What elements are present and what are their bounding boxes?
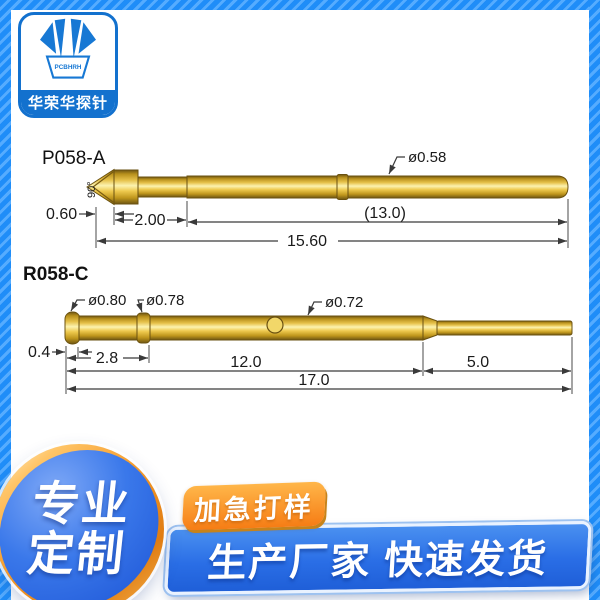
brand-name: 华荣华探针 — [21, 90, 115, 115]
dim-tail: 5.0 — [467, 354, 489, 371]
tip-angle-label: 90° — [86, 181, 98, 198]
brand-logo: PCBHRH 华荣华探针 — [18, 12, 118, 118]
dia-tube-label: ø0.72 — [325, 294, 363, 311]
promo-banner: 生产厂家 快速发货 — [164, 521, 592, 595]
model-label-r058c: R058-C — [23, 264, 89, 285]
stripe-border-top — [0, 0, 600, 10]
diameter-label-p058a: ø0.58 — [408, 149, 446, 166]
dim-total-r: 17.0 — [298, 372, 329, 389]
drawing-p058a: P058-A 90° ø0.58 0.60 2.00 (13.0) — [42, 148, 569, 250]
logo-abbr: PCBHRH — [55, 64, 82, 71]
dim-head: 2.00 — [134, 212, 165, 229]
stripe-border-right — [589, 0, 600, 600]
dim-flange: 0.4 — [28, 344, 50, 361]
promo-circle-line2: 定制 — [24, 527, 129, 580]
promo-circle: 专业 定制 — [0, 444, 167, 600]
probe-p058a-body — [86, 168, 569, 206]
dim-tip: 0.60 — [46, 206, 77, 223]
stripe-border-left — [0, 0, 11, 600]
dim-barrel: (13.0) — [364, 205, 406, 222]
dim-total: 15.60 — [287, 233, 327, 250]
dim-body: 12.0 — [230, 354, 261, 371]
probe-r058c-body — [64, 311, 573, 345]
promo-circle-line1: 专业 — [29, 477, 134, 531]
dim-front: 2.8 — [96, 350, 118, 367]
promo-tag: 加急打样 — [181, 481, 327, 531]
model-label-p058a: P058-A — [42, 148, 106, 169]
probe-crown-icon: PCBHRH — [40, 18, 96, 79]
dia-ring-label: ø0.78 — [146, 292, 184, 309]
drawing-r058c: R058-C ø0.80 ø0.78 ø0.72 0.4 2.8 12.0 — [23, 264, 573, 394]
dia-flange-label: ø0.80 — [88, 292, 126, 309]
